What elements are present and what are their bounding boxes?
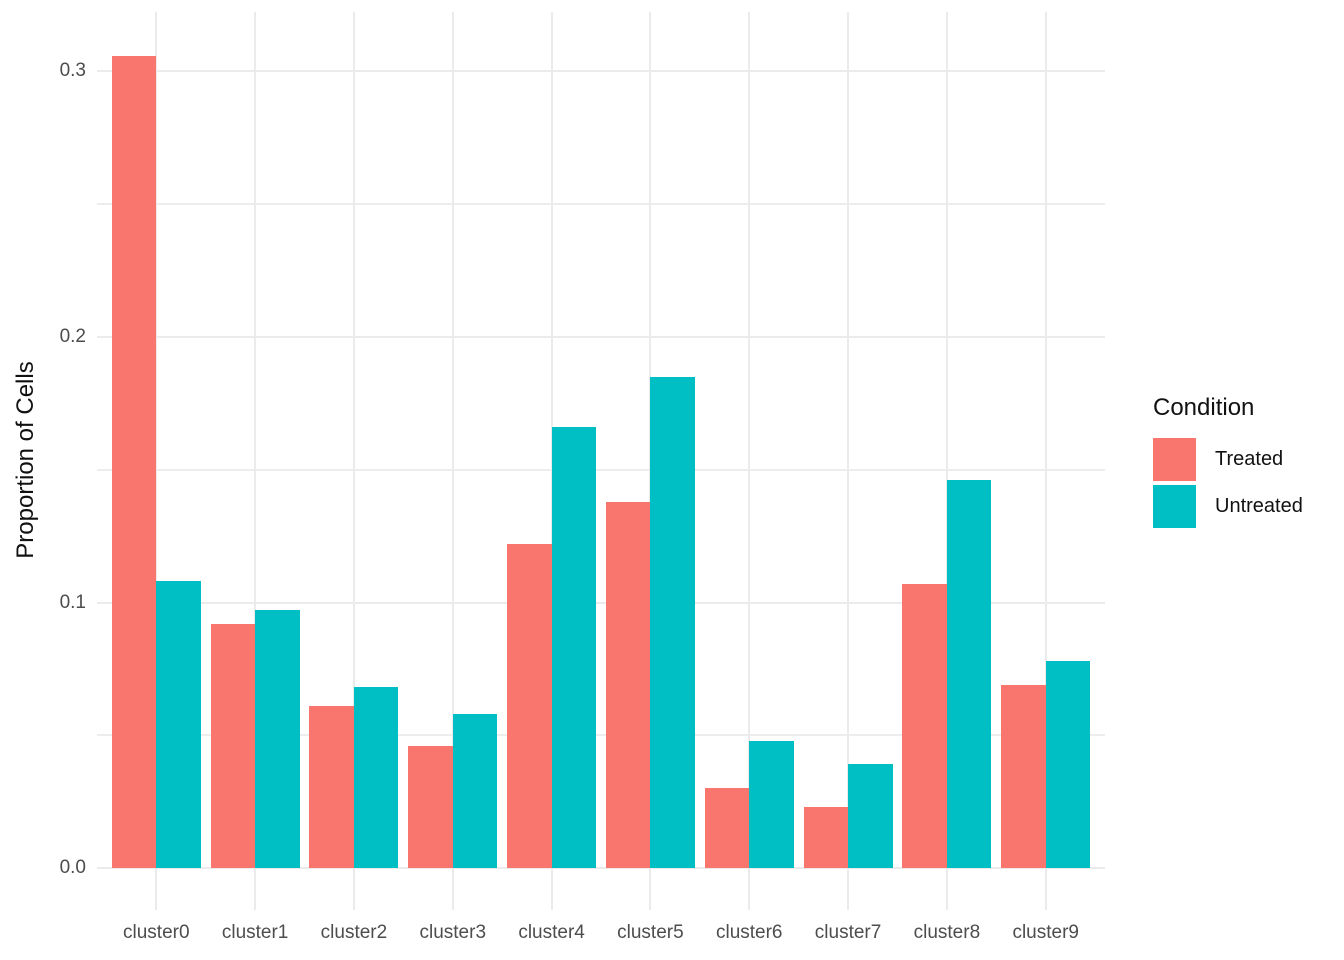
gridline-x-cluster9 bbox=[1044, 12, 1047, 910]
gridline-x-cluster0 bbox=[155, 12, 158, 910]
bar-treated-cluster9[interactable] bbox=[1001, 684, 1046, 869]
gridline-minor-0.15 bbox=[97, 468, 1105, 471]
gridline-minor-0.25 bbox=[97, 203, 1105, 206]
gridline-major-0.3 bbox=[97, 70, 1105, 73]
gridline-x-cluster3 bbox=[451, 12, 454, 910]
bar-untreated-cluster3[interactable] bbox=[452, 714, 498, 869]
gridline-minor-0.05 bbox=[97, 734, 1105, 737]
bar-untreated-cluster7[interactable] bbox=[848, 764, 893, 869]
bar-treated-cluster2[interactable] bbox=[309, 706, 354, 869]
x-tick-label-cluster8: cluster8 bbox=[913, 922, 981, 943]
y-tick-label-0.2: 0.2 bbox=[59, 326, 86, 347]
x-tick-label-cluster3: cluster3 bbox=[419, 922, 487, 943]
bar-treated-cluster1[interactable] bbox=[210, 623, 256, 869]
bar-untreated-cluster9[interactable] bbox=[1045, 660, 1091, 869]
bar-treated-cluster4[interactable] bbox=[507, 544, 552, 869]
x-tick-label-cluster6: cluster6 bbox=[715, 922, 783, 943]
plot-panel bbox=[97, 12, 1105, 910]
bar-treated-cluster8[interactable] bbox=[902, 583, 947, 869]
bar-untreated-cluster8[interactable] bbox=[946, 480, 992, 869]
x-tick-label-cluster5: cluster5 bbox=[617, 922, 684, 943]
legend-swatch-treated bbox=[1153, 438, 1196, 481]
gridline-x-cluster2 bbox=[352, 12, 355, 910]
x-tick-label-cluster0: cluster0 bbox=[123, 922, 190, 943]
legend-label-treated: Treated bbox=[1215, 448, 1284, 470]
bar-untreated-cluster2[interactable] bbox=[353, 687, 399, 869]
x-tick-label-cluster2: cluster2 bbox=[320, 922, 388, 943]
bar-treated-cluster3[interactable] bbox=[408, 745, 453, 869]
legend-entry-untreated[interactable]: Untreated bbox=[1153, 485, 1343, 528]
bar-untreated-cluster1[interactable] bbox=[255, 610, 300, 869]
bar-treated-cluster5[interactable] bbox=[605, 501, 651, 869]
bar-untreated-cluster4[interactable] bbox=[551, 427, 597, 869]
y-tick-label-0.1: 0.1 bbox=[59, 591, 86, 613]
gridline-x-cluster1 bbox=[254, 12, 257, 910]
bar-untreated-cluster0[interactable] bbox=[156, 581, 201, 869]
gridline-major-0.1 bbox=[97, 601, 1105, 604]
legend-title: Condition bbox=[1153, 394, 1255, 421]
bar-treated-cluster6[interactable] bbox=[704, 788, 750, 869]
x-tick-label-cluster4: cluster4 bbox=[518, 922, 585, 943]
bar-untreated-cluster5[interactable] bbox=[650, 376, 695, 869]
legend: Condition Treated Untreated bbox=[1153, 394, 1343, 532]
legend-entry-treated[interactable]: Treated bbox=[1153, 438, 1343, 481]
gridline-x-cluster8 bbox=[945, 12, 948, 910]
y-tick-label-0.0: 0.0 bbox=[59, 857, 86, 879]
bar-treated-cluster7[interactable] bbox=[803, 806, 849, 869]
bar-untreated-cluster6[interactable] bbox=[749, 740, 794, 869]
gridline-x-cluster6 bbox=[748, 12, 751, 910]
legend-label-untreated: Untreated bbox=[1215, 495, 1303, 517]
bar-treated-cluster0[interactable] bbox=[111, 55, 157, 869]
gridline-major-0.2 bbox=[97, 336, 1105, 338]
gridline-x-cluster7 bbox=[847, 12, 850, 910]
x-tick-label-cluster7: cluster7 bbox=[814, 922, 882, 943]
x-tick-label-cluster9: cluster9 bbox=[1012, 922, 1079, 943]
y-tick-label-0.3: 0.3 bbox=[59, 60, 86, 82]
x-tick-label-cluster1: cluster1 bbox=[221, 922, 289, 943]
gridline-major-0 bbox=[97, 867, 1105, 870]
legend-swatch-untreated bbox=[1153, 485, 1196, 528]
